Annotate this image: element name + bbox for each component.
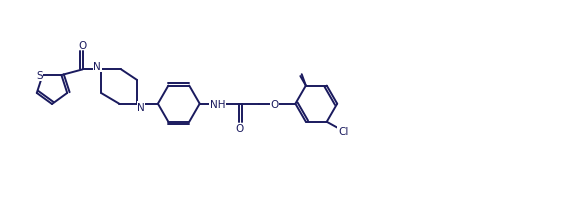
Text: S: S — [37, 71, 43, 81]
Text: N: N — [93, 62, 101, 72]
Text: NH: NH — [210, 99, 225, 109]
Text: Cl: Cl — [338, 127, 348, 137]
Text: O: O — [270, 99, 279, 109]
Text: N: N — [137, 102, 145, 112]
Text: O: O — [79, 40, 87, 50]
Text: O: O — [235, 124, 243, 134]
